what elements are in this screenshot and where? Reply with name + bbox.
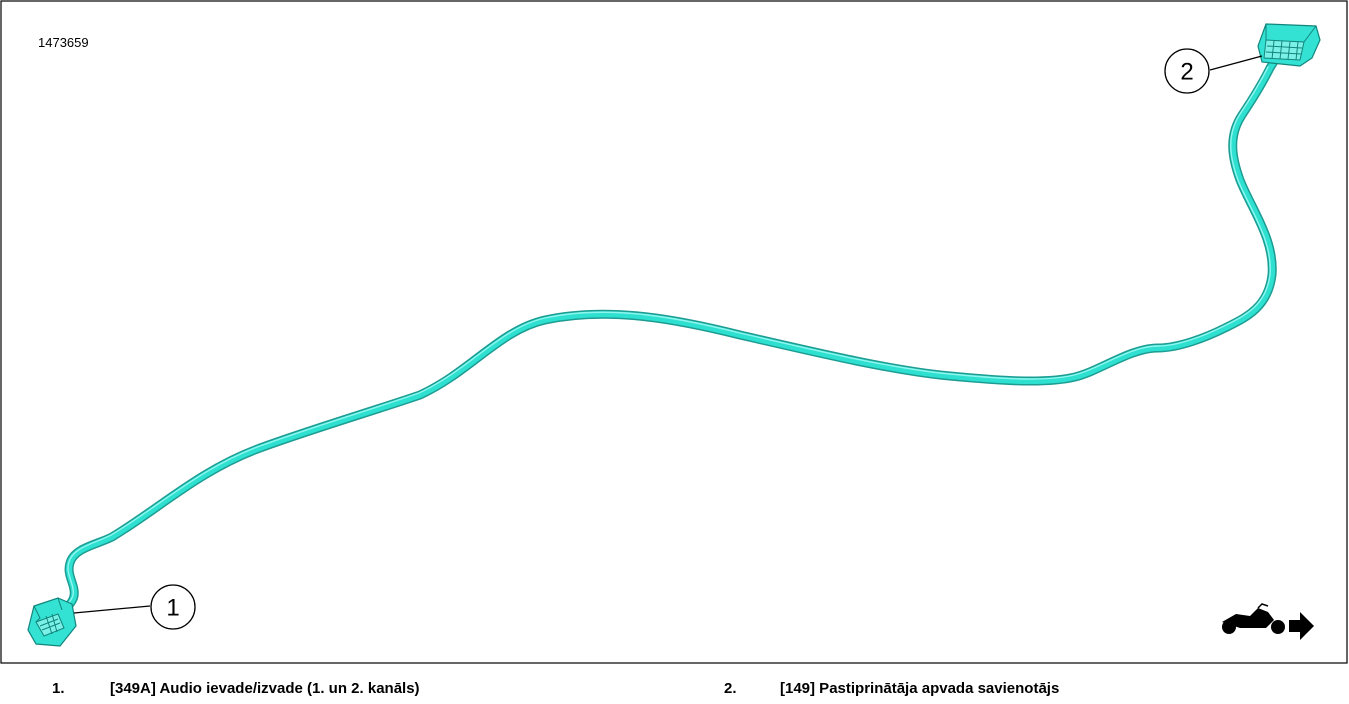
callout-1: 1 xyxy=(73,584,196,630)
diagram-frame xyxy=(0,0,1348,664)
motorcycle-forward-icon xyxy=(1222,603,1314,640)
cable-harness xyxy=(47,40,1291,625)
callout-1-circle xyxy=(150,584,196,630)
connector-349a xyxy=(27,597,77,647)
callout-2-number: 2 xyxy=(1180,59,1193,86)
legend-text: [349A] Audio ievade/izvade (1. un 2. kan… xyxy=(110,680,420,697)
legend-text: [149] Pastiprinātāja apvada savienotājs xyxy=(780,680,1060,697)
callout-2-circle xyxy=(1164,48,1210,94)
callout-2: 2 xyxy=(1164,48,1263,94)
figure-id-label: 1473659 xyxy=(38,35,89,50)
callout-1-leader xyxy=(73,605,151,614)
callout-1-number: 1 xyxy=(166,595,179,622)
connector-149 xyxy=(1257,23,1321,67)
legend-number: 1. xyxy=(52,680,65,697)
legend-number: 2. xyxy=(724,680,737,697)
callout-2-leader xyxy=(1209,55,1263,71)
